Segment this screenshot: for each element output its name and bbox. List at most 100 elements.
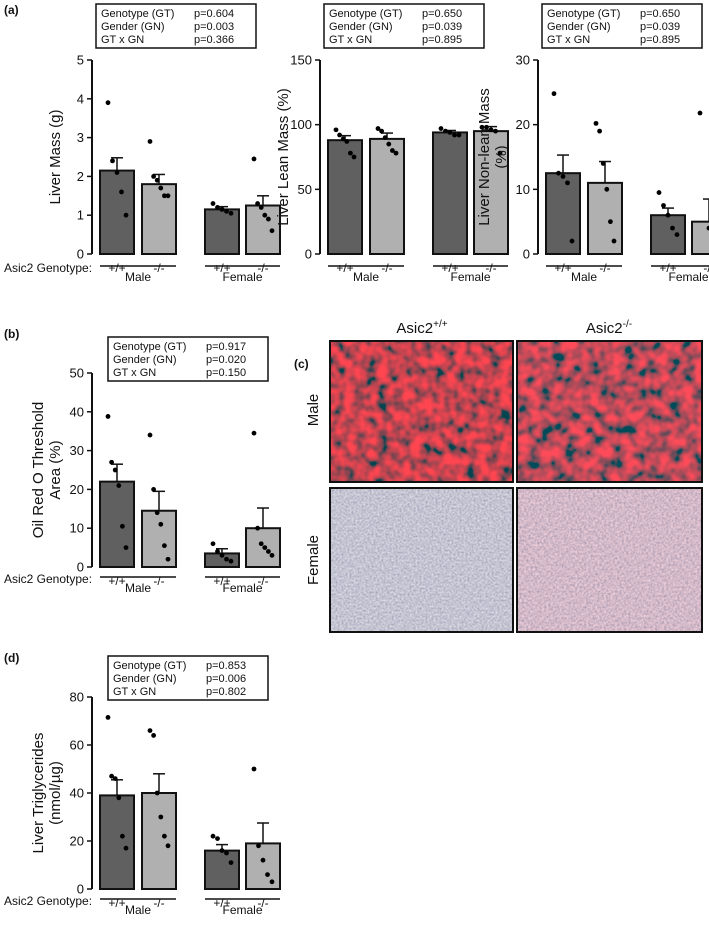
data-point (251, 430, 257, 436)
data-point (158, 814, 164, 820)
data-point (269, 552, 275, 558)
data-point (661, 203, 666, 208)
data-point (147, 728, 153, 733)
stats-box (541, 3, 703, 49)
data-point (162, 193, 167, 199)
data-point (147, 139, 153, 144)
y-tick-label: 20 (70, 482, 84, 497)
bar (99, 169, 135, 255)
data-point (479, 124, 485, 130)
genotype-row-label-b: Asic2 Genotype: (4, 572, 92, 586)
y-axis-label: Liver Triglycerides (30, 733, 47, 854)
data-point (162, 833, 167, 839)
data-point (224, 556, 229, 562)
data-point (154, 790, 160, 796)
data-point (556, 170, 561, 176)
stats-p-value: p=0.895 (422, 34, 462, 46)
data-point (123, 545, 129, 550)
data-point (251, 766, 257, 772)
data-point (151, 487, 157, 492)
stats-label: Genotype (GT) (547, 8, 620, 20)
stats-p-value: p=0.003 (194, 21, 234, 33)
data-point (120, 523, 125, 529)
bar (204, 849, 240, 890)
stats-p-value: p=0.006 (206, 673, 246, 685)
data-point (493, 128, 498, 134)
y-tick-label: 20 (516, 117, 530, 132)
panel-label-b: (b) (4, 327, 19, 341)
stats-label: GT x GN (101, 34, 144, 46)
genotype-label: -/- (381, 261, 392, 275)
chart-oil-red-o: 0 10 20 30 40 50 Oil Red O Threshold Area (%) +/… (30, 336, 281, 595)
data-point (447, 130, 453, 135)
data-point (210, 833, 216, 839)
data-point (375, 126, 381, 131)
y-tick-label: 0 (77, 247, 84, 262)
data-point (165, 843, 171, 849)
genotype-label: +/+ (108, 574, 125, 588)
data-point (151, 733, 157, 738)
bar (327, 139, 363, 255)
chart-liver-triglycerides: 0 20 40 60 80 Liver Triglycerides (nmol/µg) +/+… (30, 655, 281, 917)
stats-p-value: p=0.895 (640, 34, 680, 46)
data-point (438, 126, 444, 131)
data-point (120, 833, 125, 839)
bar (432, 131, 468, 255)
data-point (674, 232, 680, 238)
micrograph-male-ko (516, 340, 703, 483)
data-point (258, 205, 264, 210)
data-point (262, 212, 268, 218)
data-point (697, 110, 703, 116)
genotype-label: +/+ (213, 261, 230, 275)
micrograph-col-label-ko: Asic2-/- (586, 319, 632, 337)
data-point (604, 186, 610, 192)
y-tick-label: 2 (77, 169, 84, 184)
data-point (112, 776, 118, 781)
data-point (123, 845, 129, 851)
data-point (348, 150, 353, 156)
data-point (105, 100, 111, 106)
bar (369, 137, 405, 255)
data-point (706, 225, 709, 231)
sex-group-label: Female (222, 903, 262, 917)
y-tick-label: 30 (70, 443, 84, 458)
data-point (210, 201, 216, 206)
bar (204, 208, 240, 256)
bar (141, 792, 177, 890)
micrograph-row-label-female: Female (305, 535, 322, 585)
y-tick-label: 0 (77, 882, 84, 897)
stats-p-value: p=0.802 (206, 686, 246, 698)
data-point (109, 773, 114, 779)
stats-label: Genotype (GT) (101, 8, 174, 20)
data-point (393, 150, 399, 156)
y-tick-label: 20 (70, 834, 84, 849)
genotype-label: +/+ (441, 261, 458, 275)
data-point (456, 132, 462, 138)
stats-box (323, 3, 485, 49)
data-point (670, 225, 675, 231)
chart-liver-non-lean-mass: 0 10 20 30 Liver Non-lean Mass(%) +/+ -/- +/+ -/… (476, 3, 709, 284)
data-point (262, 545, 268, 550)
stats-label: GT x GN (547, 34, 590, 46)
data-point (569, 238, 575, 244)
genotype-label: -/- (257, 261, 268, 275)
data-point (158, 521, 164, 527)
y-tick-label: 40 (70, 404, 84, 419)
data-point (266, 549, 271, 554)
stats-label: Gender (GN) (329, 21, 393, 33)
data-point (215, 205, 220, 210)
data-point (105, 414, 111, 419)
data-point (114, 170, 120, 175)
genotype-label: +/+ (659, 261, 676, 275)
stats-p-value: p=0.853 (206, 660, 246, 672)
sex-group-label: Male (125, 270, 151, 284)
y-tick-label: 30 (516, 53, 530, 68)
data-point (112, 467, 118, 473)
y-axis-label: Liver Mass (g) (47, 109, 64, 204)
y-tick-label: 0 (305, 247, 312, 262)
y-tick-label: 150 (290, 53, 312, 68)
data-point (215, 836, 220, 841)
data-point (219, 848, 225, 853)
data-point (255, 201, 260, 206)
y-tick-label: 5 (77, 53, 84, 68)
